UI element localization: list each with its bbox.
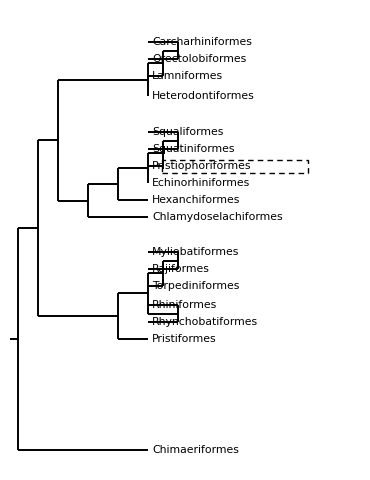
Text: Chlamydoselachiformes: Chlamydoselachiformes [152,212,283,222]
Text: Orectolobiformes: Orectolobiformes [152,54,246,64]
Text: Hexanchiformes: Hexanchiformes [152,195,240,205]
Text: Myliobatiformes: Myliobatiformes [152,247,239,257]
Text: Squatiniformes: Squatiniformes [152,144,235,154]
Text: Heterodontiformes: Heterodontiformes [152,91,255,101]
Text: Carcharhiniformes: Carcharhiniformes [152,37,252,47]
Text: Pristiophoriformes: Pristiophoriformes [152,161,252,171]
Bar [162,159,308,172]
Text: Rhynchobatiformes: Rhynchobatiformes [152,317,258,327]
Text: Rhiniformes: Rhiniformes [152,300,217,310]
Text: Pristiformes: Pristiformes [152,334,216,344]
Text: Rajiformes: Rajiformes [152,264,210,274]
Text: Torpediniformes: Torpediniformes [152,281,239,291]
Text: Squaliformes: Squaliformes [152,127,223,137]
Text: Lamniformes: Lamniformes [152,71,223,81]
Text: Echinorhiniformes: Echinorhiniformes [152,178,250,188]
Text: Chimaeriformes: Chimaeriformes [152,445,239,455]
